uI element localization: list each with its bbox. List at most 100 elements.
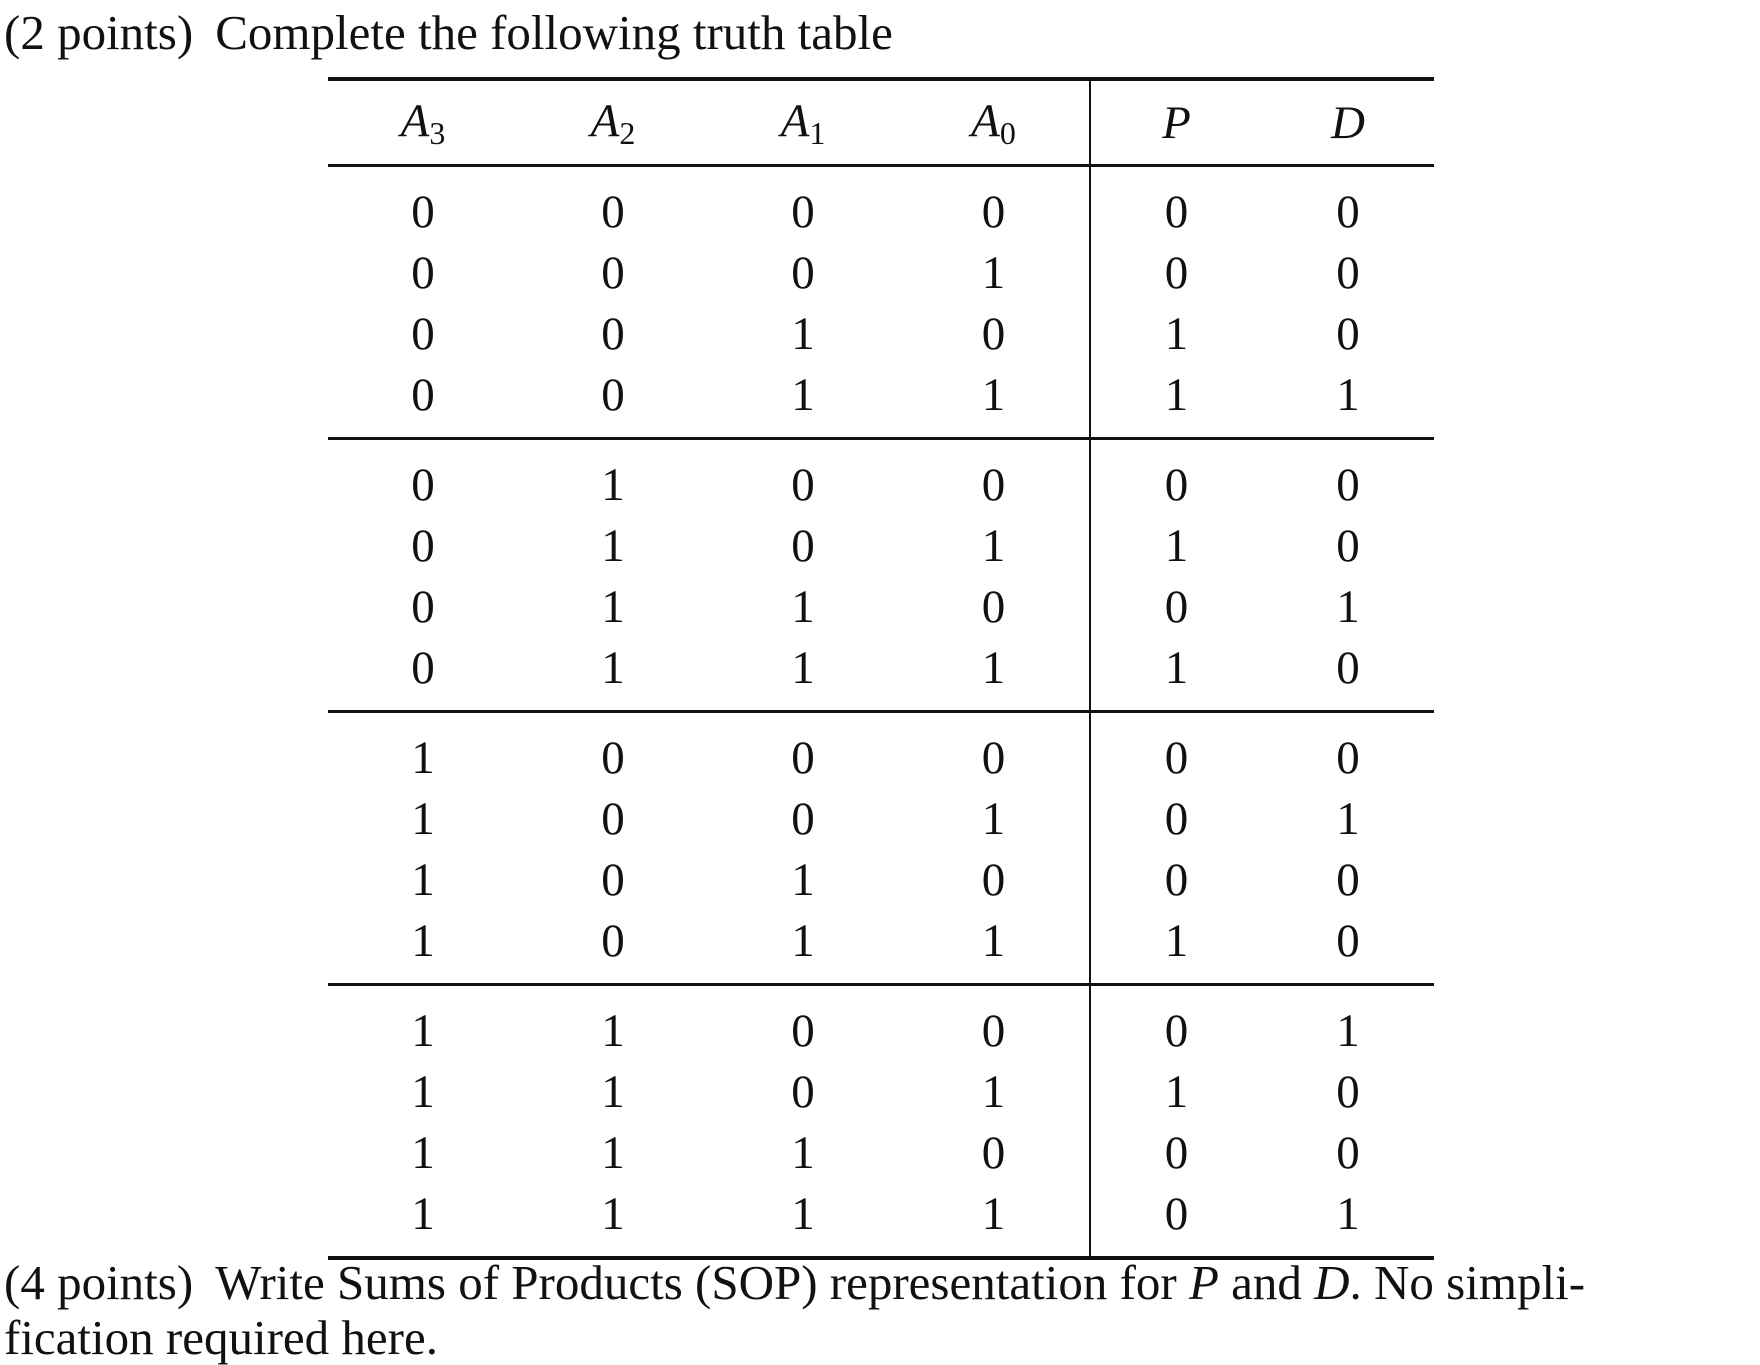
- cell-a3: 0: [411, 580, 435, 633]
- cell-a1: 1: [791, 580, 815, 633]
- cell-a0: 1: [898, 788, 1091, 849]
- table-row: 1 1 1 1 0 1: [328, 1183, 1434, 1258]
- question2-line1: (4 points) Write Sums of Products (SOP) r…: [4, 1256, 1585, 1310]
- cell-a1: 0: [708, 710, 898, 788]
- cell-a3: 0: [411, 185, 435, 238]
- cell-a2: 1: [601, 519, 625, 572]
- table-row: 0 0 1 1 1 1: [328, 364, 1434, 439]
- cell-a2: 0: [601, 368, 625, 421]
- cell-a0: 1: [898, 364, 1091, 439]
- cell-a0: 0: [898, 303, 1091, 364]
- cell-a3: 1: [411, 853, 435, 906]
- header-a2: A2: [518, 79, 708, 167]
- cell-p: 1: [1164, 1065, 1189, 1118]
- header-a3: A3: [328, 79, 518, 167]
- cell-a3: 0: [411, 641, 435, 694]
- question2-text-end: . No simpli-: [1349, 1255, 1586, 1310]
- cell-a2: 0: [601, 185, 625, 238]
- cell-p: 0: [1090, 437, 1262, 515]
- cell-a0: 0: [898, 1122, 1091, 1183]
- table-row: 1 1 1 0 0 0: [328, 1122, 1434, 1183]
- cell-d: 0: [1336, 519, 1360, 572]
- cell-a1: 1: [791, 1187, 815, 1240]
- cell-p: 1: [1164, 307, 1189, 360]
- question2-and: and: [1231, 1255, 1302, 1310]
- question2-var-d: D: [1314, 1255, 1350, 1310]
- cell-a2: 0: [601, 246, 625, 299]
- table-row: 1 0 1 1 1 0: [328, 910, 1434, 985]
- cell-a3: 1: [411, 792, 435, 845]
- cell-a1: 0: [708, 983, 898, 1061]
- cell-a0: 1: [898, 1183, 1091, 1258]
- question2-points: (4 points): [4, 1255, 194, 1310]
- cell-d: 0: [1336, 1065, 1360, 1118]
- cell-a0: 1: [898, 242, 1091, 303]
- cell-d: 0: [1262, 710, 1434, 788]
- cell-a1: 0: [708, 437, 898, 515]
- cell-a1: 1: [791, 641, 815, 694]
- cell-a3: 0: [411, 368, 435, 421]
- cell-d: 1: [1336, 368, 1360, 421]
- cell-p: 1: [1164, 914, 1189, 967]
- cell-a1: 0: [791, 519, 815, 572]
- cell-a0: 1: [898, 515, 1091, 576]
- cell-a2: 0: [601, 914, 625, 967]
- cell-p: 0: [1164, 246, 1189, 299]
- table-header-row: A3 A2 A1 A0 P D: [328, 79, 1434, 167]
- cell-p: 1: [1164, 368, 1189, 421]
- table-row: 1 0 0 1 0 1: [328, 788, 1434, 849]
- table-row: 0 1 1 1 1 0: [328, 637, 1434, 712]
- cell-a1: 0: [791, 1065, 815, 1118]
- cell-d: 0: [1336, 853, 1360, 906]
- cell-d: 0: [1262, 437, 1434, 515]
- cell-d: 1: [1336, 1187, 1360, 1240]
- table-row: 0 1 0 1 1 0: [328, 515, 1434, 576]
- cell-d: 0: [1336, 185, 1360, 238]
- cell-a2: 0: [601, 853, 625, 906]
- cell-a2: 0: [601, 792, 625, 845]
- cell-a3: 0: [411, 519, 435, 572]
- question2-var-p: P: [1188, 1255, 1219, 1310]
- cell-a0: 0: [898, 576, 1091, 637]
- cell-a1: 0: [791, 792, 815, 845]
- cell-a0: 0: [898, 437, 1091, 515]
- cell-p: 0: [1164, 1126, 1189, 1179]
- header-a0: A0: [898, 79, 1091, 167]
- cell-d: 0: [1336, 914, 1360, 967]
- question2-continuation: fication required here.: [4, 1310, 438, 1365]
- cell-p: 0: [1164, 853, 1189, 906]
- cell-d: 1: [1262, 983, 1434, 1061]
- cell-d: 1: [1336, 792, 1360, 845]
- cell-d: 0: [1336, 307, 1360, 360]
- header-a1: A1: [708, 79, 898, 167]
- intro-points: (2 points): [4, 5, 194, 60]
- cell-p: 0: [1164, 792, 1189, 845]
- cell-a3: 1: [411, 1187, 435, 1240]
- cell-a3: 1: [328, 983, 518, 1061]
- cell-a2: 1: [518, 437, 708, 515]
- cell-a2: 1: [601, 641, 625, 694]
- intro-text: Complete the following truth table: [215, 5, 893, 60]
- cell-a3: 0: [411, 307, 435, 360]
- cell-d: 0: [1336, 1126, 1360, 1179]
- question2-text: Write Sums of Products (SOP) representat…: [215, 1255, 1177, 1310]
- cell-p: 0: [1164, 1187, 1189, 1240]
- table-row: 0 0 0 1 0 0: [328, 242, 1434, 303]
- cell-a3: 1: [328, 710, 518, 788]
- cell-p: 0: [1090, 983, 1262, 1061]
- cell-a3: 0: [328, 437, 518, 515]
- cell-p: 0: [1164, 580, 1189, 633]
- table-row: 0 0 0 0 0 0: [328, 165, 1434, 242]
- table-row: 1 0 1 0 0 0: [328, 849, 1434, 910]
- cell-a3: 0: [411, 246, 435, 299]
- cell-a2: 1: [601, 580, 625, 633]
- cell-d: 1: [1336, 580, 1360, 633]
- cell-a0: 1: [898, 637, 1091, 712]
